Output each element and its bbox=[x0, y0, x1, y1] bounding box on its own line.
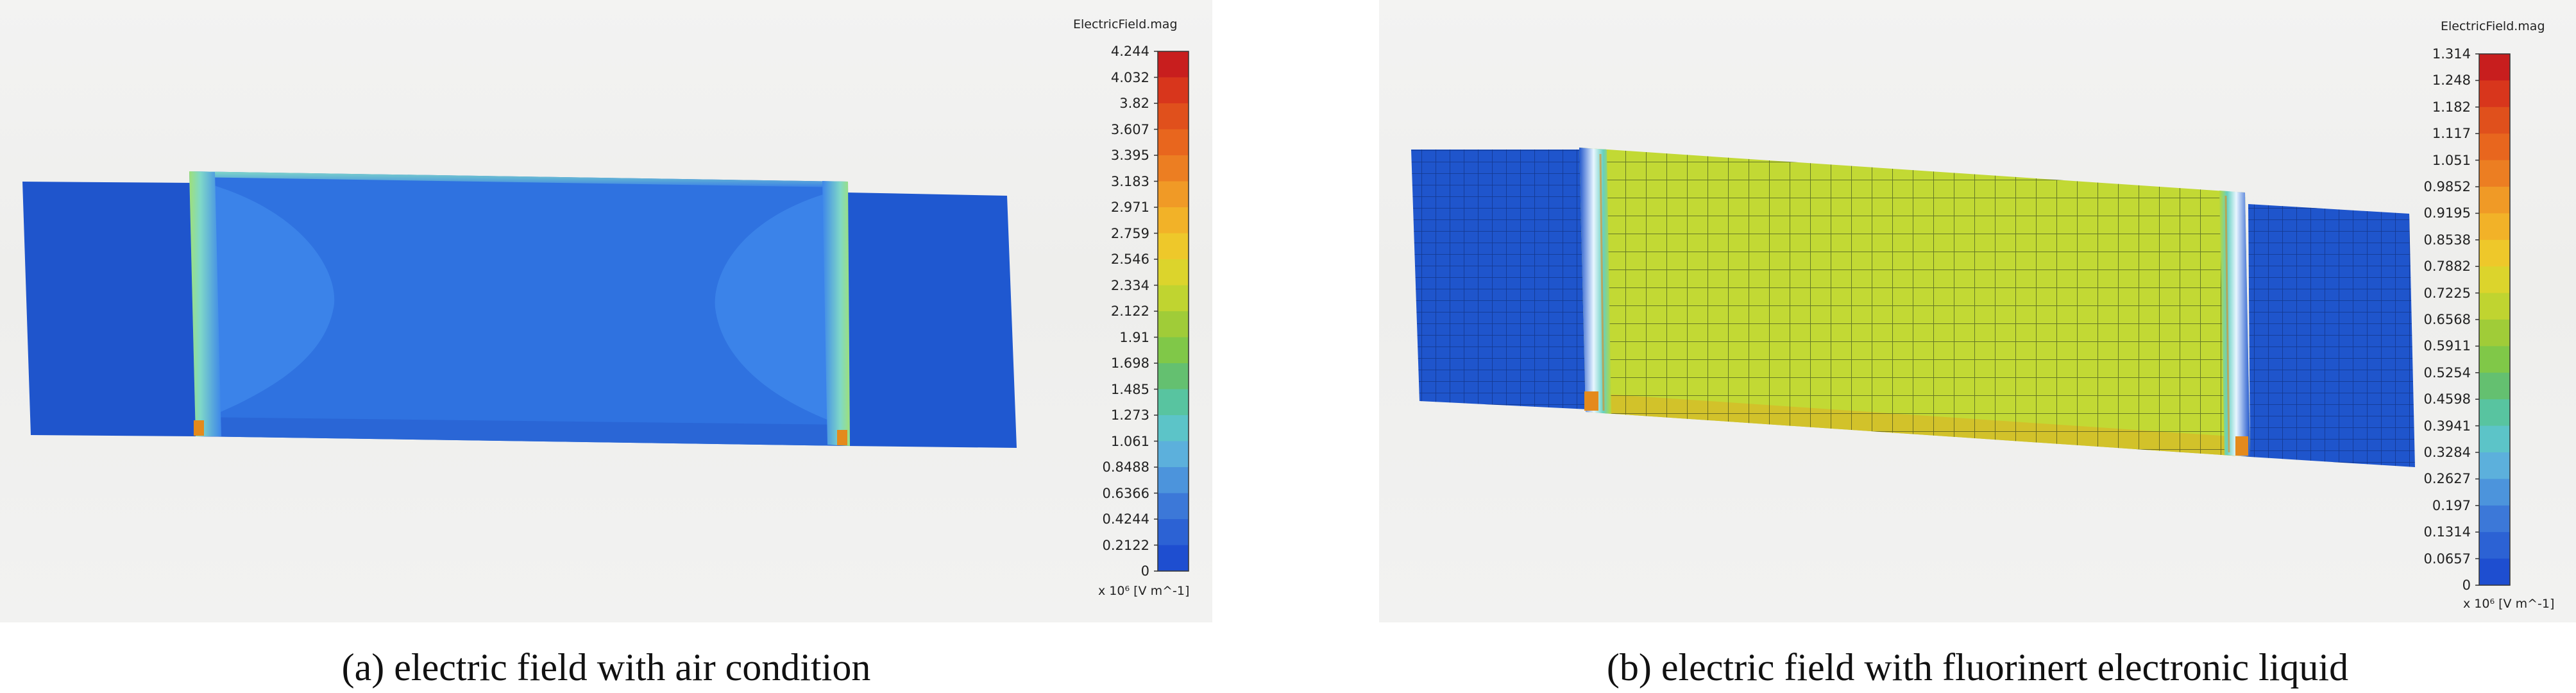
colorbar-tick-label: 0.5911 bbox=[2423, 338, 2471, 354]
colorbar-segment bbox=[1158, 493, 1189, 520]
colorbar-tick-label: 0.7882 bbox=[2423, 259, 2471, 275]
colorbar-tick-label: 1.91 bbox=[1119, 329, 1149, 345]
colorbar-tick-label: 0.6366 bbox=[1102, 485, 1149, 501]
colorbar-tick-label: 0.6568 bbox=[2423, 312, 2471, 327]
colorbar-tick-label: 2.546 bbox=[1110, 252, 1149, 267]
colorbar-segment bbox=[1158, 129, 1189, 156]
colorbar-segment bbox=[2479, 187, 2510, 214]
colorbar-segment bbox=[1158, 415, 1189, 441]
colorbar-title-a: ElectricField.mag bbox=[1073, 17, 1178, 31]
colorbar-segment bbox=[1158, 155, 1189, 182]
colorbar-tick-label: 1.314 bbox=[2432, 46, 2471, 62]
colorbar-segment bbox=[1158, 363, 1189, 389]
colorbar-segment bbox=[2479, 452, 2510, 479]
colorbar-tick-label: 3.183 bbox=[1110, 173, 1149, 189]
colorbar-segment bbox=[2479, 346, 2510, 373]
colorbar-tick-label: 0 bbox=[1140, 563, 1149, 579]
colorbar-tick-label: 3.395 bbox=[1110, 148, 1149, 163]
colorbar-segment bbox=[1158, 77, 1189, 104]
colorbar-segment bbox=[2479, 80, 2510, 108]
colorbar-tick-label: 0.8538 bbox=[2423, 232, 2471, 248]
colorbar-tick-label: 0.4598 bbox=[2423, 391, 2471, 407]
colorbar-segment bbox=[2479, 532, 2510, 560]
colorbar-tick-label: 1.485 bbox=[1110, 381, 1149, 397]
colorbar-segment bbox=[2479, 425, 2510, 453]
figure-panel-b: ElectricField.mag 1.314 1.248 1.182 1.117 1.… bbox=[1379, 0, 2576, 622]
colorbar-tick-label: 0.3941 bbox=[2423, 418, 2471, 434]
center-block-a bbox=[189, 171, 850, 446]
colorbar-segment bbox=[2479, 160, 2510, 187]
colorbar-tick-label: 0.3284 bbox=[2423, 445, 2471, 460]
colorbar-tick-label: 0.9852 bbox=[2423, 179, 2471, 194]
colorbar-unit-b: x 10⁶ [V m^-1] bbox=[2463, 597, 2555, 611]
colorbar-tick-label: 0.8488 bbox=[1102, 459, 1149, 475]
colorbar-segment bbox=[1158, 389, 1189, 416]
colorbar-tick-label: 3.607 bbox=[1110, 121, 1149, 137]
colorbar-tick-label: 0.5254 bbox=[2423, 364, 2471, 381]
colorbar-tick-label: 0.9195 bbox=[2423, 205, 2471, 221]
colorbar-tick-label: 0.197 bbox=[2432, 497, 2471, 513]
colorbar-segment bbox=[2479, 266, 2510, 294]
colorbar-b bbox=[2475, 53, 2511, 586]
colorbar-segment bbox=[1158, 545, 1189, 572]
field-plot-a bbox=[22, 51, 1189, 572]
colorbar-segment bbox=[1158, 519, 1189, 545]
colorbar-segment bbox=[2479, 107, 2510, 134]
colorbar-segment bbox=[2479, 239, 2510, 267]
colorbar-tick-label: 2.971 bbox=[1110, 200, 1149, 215]
field-plot-b bbox=[1411, 53, 2511, 586]
colorbar-a bbox=[1154, 51, 1189, 572]
colorbar-tick-label: 2.334 bbox=[1110, 277, 1149, 293]
colorbar-segment bbox=[2479, 54, 2510, 81]
caption-a: (a) electric field with air condition bbox=[341, 646, 871, 689]
colorbar-segment bbox=[2479, 133, 2510, 161]
colorbar-tick-label: 1.248 bbox=[2432, 73, 2471, 89]
colorbar-tick-label: 4.244 bbox=[1110, 44, 1149, 59]
colorbar-tick-label: 2.759 bbox=[1110, 225, 1149, 241]
colorbar-title-b: ElectricField.mag bbox=[2441, 19, 2545, 33]
colorbar-tick-label: 0.1314 bbox=[2423, 524, 2471, 540]
colorbar-segment bbox=[1158, 207, 1189, 234]
colorbar-tick-label: 1.182 bbox=[2432, 99, 2471, 115]
colorbar-segment bbox=[2479, 399, 2510, 427]
colorbar-segment bbox=[1158, 467, 1189, 493]
colorbar-tick-label: 1.698 bbox=[1110, 355, 1149, 371]
colorbar-segment bbox=[2479, 479, 2510, 506]
colorbar-tick-label: 0.2122 bbox=[1102, 537, 1149, 553]
colorbar-unit-a: x 10⁶ [V m^-1] bbox=[1098, 584, 1190, 598]
colorbar-segment bbox=[2479, 320, 2510, 346]
colorbar-segment bbox=[2479, 293, 2510, 320]
caption-b: (b) electric field with fluorinert elect… bbox=[1606, 646, 2349, 689]
colorbar-tick-label: 0.4244 bbox=[1102, 511, 1149, 527]
colorbar-segment bbox=[1158, 259, 1189, 286]
colorbar-segment bbox=[1158, 233, 1189, 260]
colorbar-segment bbox=[1158, 51, 1189, 78]
colorbar-segment bbox=[1158, 337, 1189, 364]
colorbar-segment bbox=[2479, 372, 2510, 400]
right-electrode-a bbox=[847, 193, 1017, 448]
colorbar-tick-label: 2.122 bbox=[1110, 304, 1149, 319]
colorbar-tick-label: 1.061 bbox=[1110, 433, 1149, 449]
colorbar-segment bbox=[1158, 181, 1189, 208]
colorbar-segment bbox=[1158, 311, 1189, 338]
colorbar-tick-label: 0 bbox=[2462, 578, 2471, 593]
colorbar-segment bbox=[1158, 103, 1189, 130]
colorbar-segment bbox=[2479, 558, 2510, 586]
colorbar-tick-label: 3.82 bbox=[1119, 96, 1149, 111]
colorbar-tick-label: 4.032 bbox=[1110, 69, 1149, 85]
colorbar-tick-label: 0.2627 bbox=[2423, 471, 2471, 487]
colorbar-segment bbox=[1158, 285, 1189, 312]
figure-panel-a: ElectricField.mag 4.244 4.032 3.82 3.607 3.3… bbox=[0, 0, 1212, 622]
colorbar-segment bbox=[1158, 441, 1189, 468]
colorbar-tick-label: 1.051 bbox=[2432, 152, 2471, 168]
colorbar-segment bbox=[2479, 505, 2510, 533]
colorbar-tick-label: 1.273 bbox=[1110, 407, 1149, 423]
left-electrode-a bbox=[22, 182, 196, 436]
colorbar-tick-label: 0.0657 bbox=[2423, 551, 2471, 567]
colorbar-tick-label: 1.117 bbox=[2432, 126, 2471, 142]
colorbar-segment bbox=[2479, 213, 2510, 241]
colorbar-tick-label: 0.7225 bbox=[2423, 285, 2471, 301]
